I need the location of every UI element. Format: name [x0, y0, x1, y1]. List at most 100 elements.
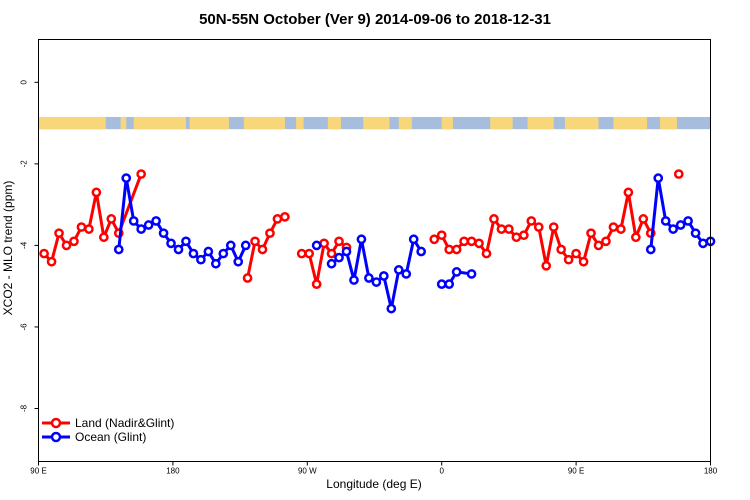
data-point [548, 222, 559, 232]
data-point [533, 222, 544, 232]
data-point [416, 246, 427, 257]
data-point [653, 173, 664, 183]
data-point [113, 244, 124, 255]
strip-land [189, 116, 229, 130]
axis-ticks: 90 E 180 90 W 0 90 E 180 0 -2 -4 -6 -8 [20, 80, 718, 476]
data-point [188, 248, 199, 259]
strip-land [327, 116, 341, 130]
data-point [489, 214, 499, 224]
data-point [451, 267, 462, 277]
data-point [356, 234, 367, 245]
data-point [242, 273, 253, 283]
data-point [334, 252, 344, 263]
data-point [593, 240, 604, 251]
data-point [504, 224, 514, 234]
data-point [311, 279, 322, 289]
data-point [54, 228, 64, 239]
x-tick-label: 180 [704, 467, 718, 476]
strip-land [38, 116, 106, 130]
data-point [341, 246, 352, 257]
data-point [319, 238, 329, 249]
data-point [272, 214, 283, 224]
y-axis-label: XCO2 - MLO trend (ppm) [1, 181, 15, 316]
legend-land-label: Land (Nadir&Glint) [75, 416, 174, 430]
strip-land [133, 116, 186, 130]
data-point [233, 256, 244, 267]
strip-land [441, 116, 453, 130]
legend-ocean-marker [50, 431, 62, 443]
data-point [181, 236, 191, 247]
data-point [128, 216, 139, 226]
y-tick-label: -2 [20, 160, 29, 168]
chart-title: 50N-55N October (Ver 9) 2014-09-06 to 20… [199, 11, 551, 28]
data-point [166, 238, 176, 249]
y-tick-label: -4 [20, 241, 29, 249]
data-point [121, 173, 132, 183]
data-point [210, 258, 221, 269]
data-point [675, 220, 686, 230]
land-ocean-strip [38, 116, 711, 130]
strip-land [564, 116, 599, 130]
data-point [444, 279, 455, 289]
data-point [436, 230, 447, 241]
data-point [69, 236, 79, 247]
data-point [39, 248, 49, 259]
data-point [630, 232, 641, 243]
data-point [401, 269, 412, 279]
data-point [436, 279, 447, 289]
x-tick-label: 0 [439, 467, 444, 476]
data-point [378, 271, 389, 281]
data-point [451, 244, 462, 255]
series-0 [39, 169, 684, 289]
data-point [496, 224, 507, 234]
data-point [623, 187, 634, 198]
data-point [173, 244, 184, 255]
data-point [143, 220, 154, 230]
data-point [586, 228, 596, 239]
data-point [334, 236, 344, 247]
series-group [39, 169, 716, 314]
data-point [466, 236, 477, 247]
data-point [660, 216, 671, 226]
data-point [196, 254, 206, 265]
strip-land [490, 116, 513, 130]
series-1 [113, 173, 716, 314]
plot-frame [38, 39, 711, 462]
strip-land [398, 116, 412, 130]
data-point [690, 228, 701, 239]
legend-land-marker [50, 417, 62, 429]
data-point [265, 228, 275, 239]
data-point [673, 169, 684, 179]
data-point [296, 248, 307, 259]
data-point [91, 187, 102, 198]
data-point [683, 216, 693, 226]
data-point [136, 169, 147, 179]
data-point [326, 258, 337, 269]
data-point [474, 238, 484, 249]
data-point [578, 256, 589, 267]
strip-land [527, 116, 554, 130]
data-point [280, 212, 290, 222]
data-point [257, 244, 268, 255]
data-point [371, 277, 382, 287]
data-point [459, 236, 469, 247]
y-tick-label: -6 [20, 323, 29, 331]
data-point [250, 236, 260, 247]
legend: Land (Nadir&Glint) Ocean (Glint) [42, 416, 174, 444]
data-point [563, 254, 574, 265]
strip-land [120, 116, 127, 130]
y-tick-label: -8 [20, 404, 29, 412]
data-point [698, 238, 708, 249]
x-axis-label: Longitude (deg E) [326, 477, 421, 491]
data-point [541, 260, 552, 271]
data-point [364, 273, 374, 283]
data-point [638, 214, 649, 224]
data-point [429, 234, 440, 245]
x-tick-label: 180 [166, 467, 180, 476]
x-tick-label: 90 E [30, 467, 46, 476]
data-point [518, 230, 529, 241]
data-point [608, 222, 619, 232]
strip-land [613, 116, 648, 130]
data-point [98, 232, 109, 243]
